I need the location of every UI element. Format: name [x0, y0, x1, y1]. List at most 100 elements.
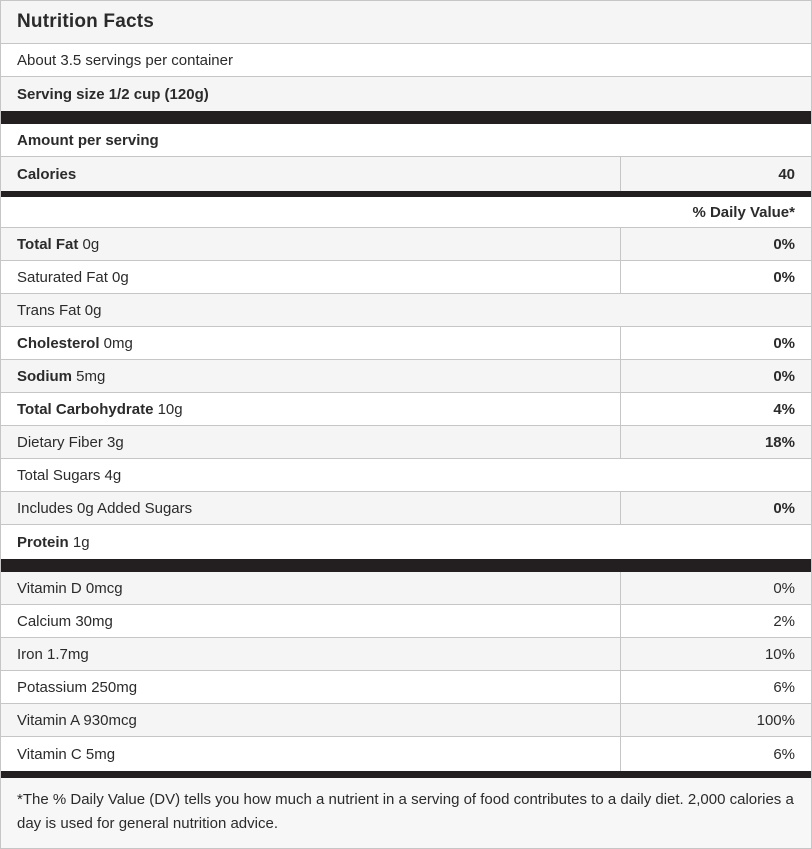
daily-value-cell: 0%: [620, 327, 811, 359]
daily-value-text: 0%: [773, 367, 795, 385]
nutrient-row: Trans Fat 0g: [1, 294, 811, 327]
nutrient-amount: 0g: [78, 235, 100, 253]
nutrient-amount: 5mg: [72, 367, 106, 385]
daily-value-text: 10%: [764, 645, 795, 663]
daily-value-cell: 100%: [620, 704, 811, 736]
amount-per-serving-row: Amount per serving: [1, 124, 811, 157]
vitamin-row: Potassium 250mg 6%: [1, 671, 811, 704]
daily-value-cell: 6%: [620, 737, 811, 771]
nutrient-name: Includes 0g Added Sugars: [17, 499, 193, 517]
nutrient-name: Dietary Fiber: [17, 433, 103, 451]
label-title: Nutrition Facts: [1, 1, 811, 44]
amount-per-serving-text: Amount per serving: [17, 131, 159, 149]
nutrient-row: Sodium 5mg 0%: [1, 360, 811, 393]
nutrient-name: Sodium: [17, 367, 72, 385]
nutrient-row: Total Fat 0g 0%: [1, 228, 811, 261]
calories-label: Calories: [17, 165, 77, 183]
nutrient-row-label-cell: Total Carbohydrate 10g: [1, 393, 620, 425]
nutrient-name: Saturated Fat: [17, 268, 108, 286]
daily-value-header-row: % Daily Value*: [1, 197, 811, 228]
daily-value-text: 100%: [756, 711, 795, 729]
thin-divider-bar: [1, 191, 811, 197]
nutrient-amount: 0g: [107, 268, 129, 286]
daily-value-text: 0%: [773, 499, 795, 517]
nutrient-name: Cholesterol: [17, 334, 100, 352]
serving-size-text: Serving size 1/2 cup (120g): [17, 85, 209, 103]
vitamin-row-label-cell: Calcium 30mg: [1, 605, 620, 637]
vitamin-row-label-cell: Vitamin C 5mg: [1, 737, 620, 771]
vitamin-name: Iron 1.7mg: [17, 645, 89, 663]
nutrient-name: Total Sugars: [17, 466, 101, 484]
daily-value-text: 6%: [773, 745, 795, 763]
daily-value-text: 18%: [764, 433, 795, 451]
daily-value-cell: 2%: [620, 605, 811, 637]
amount-per-serving-cell: Amount per serving: [1, 124, 811, 156]
vitamin-row: Vitamin D 0mcg 0%: [1, 572, 811, 605]
servings-per-container-row: About 3.5 servings per container: [1, 44, 811, 77]
nutrient-name: Total Fat: [17, 235, 79, 253]
vitamin-name: Potassium 250mg: [17, 678, 138, 696]
nutrient-row: Total Carbohydrate 10g 4%: [1, 393, 811, 426]
servings-per-container-cell: About 3.5 servings per container: [1, 44, 811, 76]
servings-per-container-text: About 3.5 servings per container: [17, 51, 233, 69]
daily-value-header-text: % Daily Value*: [692, 203, 795, 221]
thick-divider-bar: [1, 559, 811, 572]
daily-value-text: 0%: [773, 235, 795, 253]
serving-size-cell: Serving size 1/2 cup (120g): [1, 77, 811, 111]
nutrient-row: Includes 0g Added Sugars 0%: [1, 492, 811, 525]
calories-value-cell: 40: [620, 157, 811, 191]
vitamin-row: Vitamin C 5mg 6%: [1, 737, 811, 771]
vitamin-rows-section: Vitamin D 0mcg 0% Calcium 30mg 2% Iron 1.7mg…: [1, 572, 811, 771]
calories-label-cell: Calories: [1, 157, 620, 191]
daily-value-text: 6%: [773, 678, 795, 696]
daily-value-text: 2%: [773, 612, 795, 630]
nutrient-amount: 1g: [68, 533, 90, 551]
daily-value-footnote: *The % Daily Value (DV) tells you how mu…: [1, 778, 811, 848]
nutrient-amount: 3g: [102, 433, 124, 451]
nutrient-row-label-cell: Total Sugars 4g: [1, 459, 811, 491]
daily-value-cell: 4%: [620, 393, 811, 425]
nutrient-name: Protein: [17, 533, 69, 551]
serving-size-row: Serving size 1/2 cup (120g): [1, 77, 811, 111]
daily-value-text: 4%: [773, 400, 795, 418]
nutrient-row-label-cell: Trans Fat 0g: [1, 294, 811, 326]
nutrient-row-label-cell: Protein 1g: [1, 525, 811, 559]
daily-value-cell: 0%: [620, 492, 811, 524]
nutrient-row: Cholesterol 0mg 0%: [1, 327, 811, 360]
nutrient-name: Total Carbohydrate: [17, 400, 154, 418]
nutrient-row-label-cell: Dietary Fiber 3g: [1, 426, 620, 458]
vitamin-row: Calcium 30mg 2%: [1, 605, 811, 638]
nutrient-row-label-cell: Total Fat 0g: [1, 228, 620, 260]
nutrient-row: Saturated Fat 0g 0%: [1, 261, 811, 294]
thin-divider-bar: [1, 771, 811, 778]
vitamin-row-label-cell: Potassium 250mg: [1, 671, 620, 703]
vitamin-row: Vitamin A 930mcg 100%: [1, 704, 811, 737]
nutrient-amount: 0g: [80, 301, 102, 319]
daily-value-text: 0%: [773, 579, 795, 597]
vitamin-row: Iron 1.7mg 10%: [1, 638, 811, 671]
nutrient-row-label-cell: Includes 0g Added Sugars: [1, 492, 620, 524]
nutrient-amount: 0mg: [99, 334, 133, 352]
vitamin-row-label-cell: Iron 1.7mg: [1, 638, 620, 670]
vitamin-name: Vitamin A 930mcg: [17, 711, 137, 729]
vitamin-row-label-cell: Vitamin D 0mcg: [1, 572, 620, 604]
daily-value-cell: 0%: [620, 228, 811, 260]
vitamin-name: Vitamin D 0mcg: [17, 579, 123, 597]
vitamin-name: Calcium 30mg: [17, 612, 113, 630]
nutrient-row: Protein 1g: [1, 525, 811, 559]
daily-value-cell: 18%: [620, 426, 811, 458]
calories-value: 40: [778, 165, 795, 183]
vitamin-name: Vitamin C 5mg: [17, 745, 116, 763]
thick-divider-bar: [1, 111, 811, 124]
nutrient-rows-section: Total Fat 0g 0% Saturated Fat 0g 0% Trans Fa…: [1, 228, 811, 559]
nutrient-row: Dietary Fiber 3g 18%: [1, 426, 811, 459]
daily-value-cell: 0%: [620, 572, 811, 604]
nutrient-name: Trans Fat: [17, 301, 81, 319]
calories-row: Calories 40: [1, 157, 811, 191]
nutrient-amount: 10g: [153, 400, 183, 418]
daily-value-text: 0%: [773, 268, 795, 286]
label-title-text: Nutrition Facts: [17, 11, 155, 32]
nutrient-row-label-cell: Cholesterol 0mg: [1, 327, 620, 359]
daily-value-cell: 0%: [620, 261, 811, 293]
